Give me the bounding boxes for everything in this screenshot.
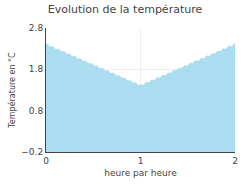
svg-text:Température en °C: Température en °C bbox=[7, 52, 17, 129]
svg-text:2.8: 2.8 bbox=[29, 23, 44, 33]
svg-text:2: 2 bbox=[232, 156, 238, 166]
svg-text:heure par heure: heure par heure bbox=[104, 168, 177, 178]
svg-text:Evolution de la température: Evolution de la température bbox=[48, 3, 203, 16]
svg-text:−0.2: −0.2 bbox=[21, 147, 43, 157]
svg-text:0: 0 bbox=[43, 156, 49, 166]
svg-text:1: 1 bbox=[138, 156, 144, 166]
svg-text:0.8: 0.8 bbox=[29, 106, 44, 116]
svg-text:1.8: 1.8 bbox=[29, 64, 44, 74]
